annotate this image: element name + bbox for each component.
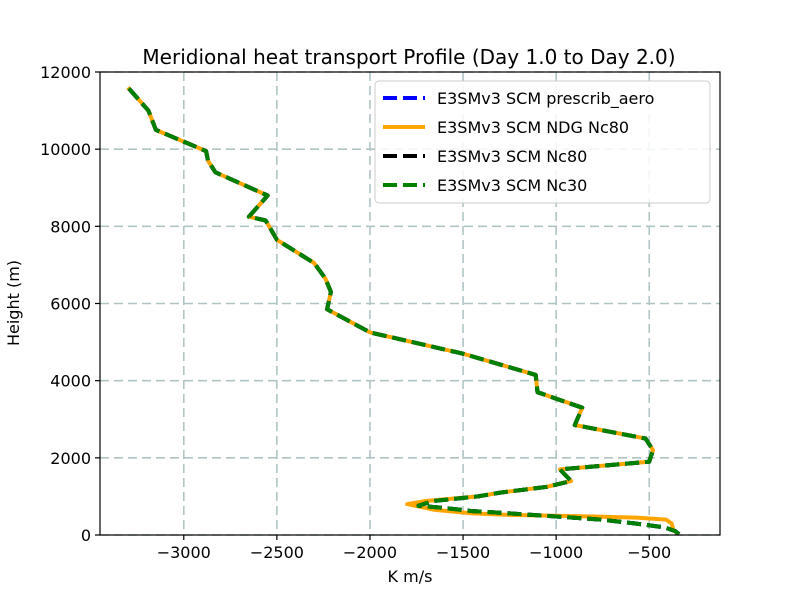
x-tick-label: −3000 xyxy=(157,543,211,562)
legend: E3SMv3 SCM prescrib_aero E3SMv3 SCM NDG N… xyxy=(374,80,711,204)
legend-label: E3SMv3 SCM prescrib_aero xyxy=(437,89,654,109)
legend-label: E3SMv3 SCM Nc80 xyxy=(437,147,587,166)
x-tick-label: −500 xyxy=(627,543,671,562)
y-tick-label: 6000 xyxy=(50,295,91,314)
x-tick-label: −2500 xyxy=(250,543,304,562)
y-tick-label: 8000 xyxy=(50,217,91,236)
chart-title: Meridional heat transport Profile (Day 1… xyxy=(142,45,675,69)
y-tick-label: 10000 xyxy=(40,140,91,159)
x-axis-label: K m/s xyxy=(388,567,433,586)
series-line-4 xyxy=(126,86,681,536)
x-tick-label: −2000 xyxy=(343,543,397,562)
y-tick-label: 4000 xyxy=(50,372,91,391)
x-tick-label: −1000 xyxy=(529,543,583,562)
y-tick-label: 0 xyxy=(81,526,91,545)
x-tick-label: −1500 xyxy=(436,543,490,562)
y-axis-label: Height (m) xyxy=(4,260,23,346)
series-layer xyxy=(126,86,681,536)
legend-label: E3SMv3 SCM Nc30 xyxy=(437,176,587,195)
legend-box xyxy=(374,80,711,204)
x-axis: −3000 −2500 −2000 −1500 −1000 −500 xyxy=(157,535,671,562)
y-tick-label: 12000 xyxy=(40,63,91,82)
legend-label: E3SMv3 SCM NDG Nc80 xyxy=(437,118,629,137)
y-axis: 0 2000 4000 6000 8000 10000 12000 xyxy=(40,63,100,545)
y-tick-label: 2000 xyxy=(50,449,91,468)
